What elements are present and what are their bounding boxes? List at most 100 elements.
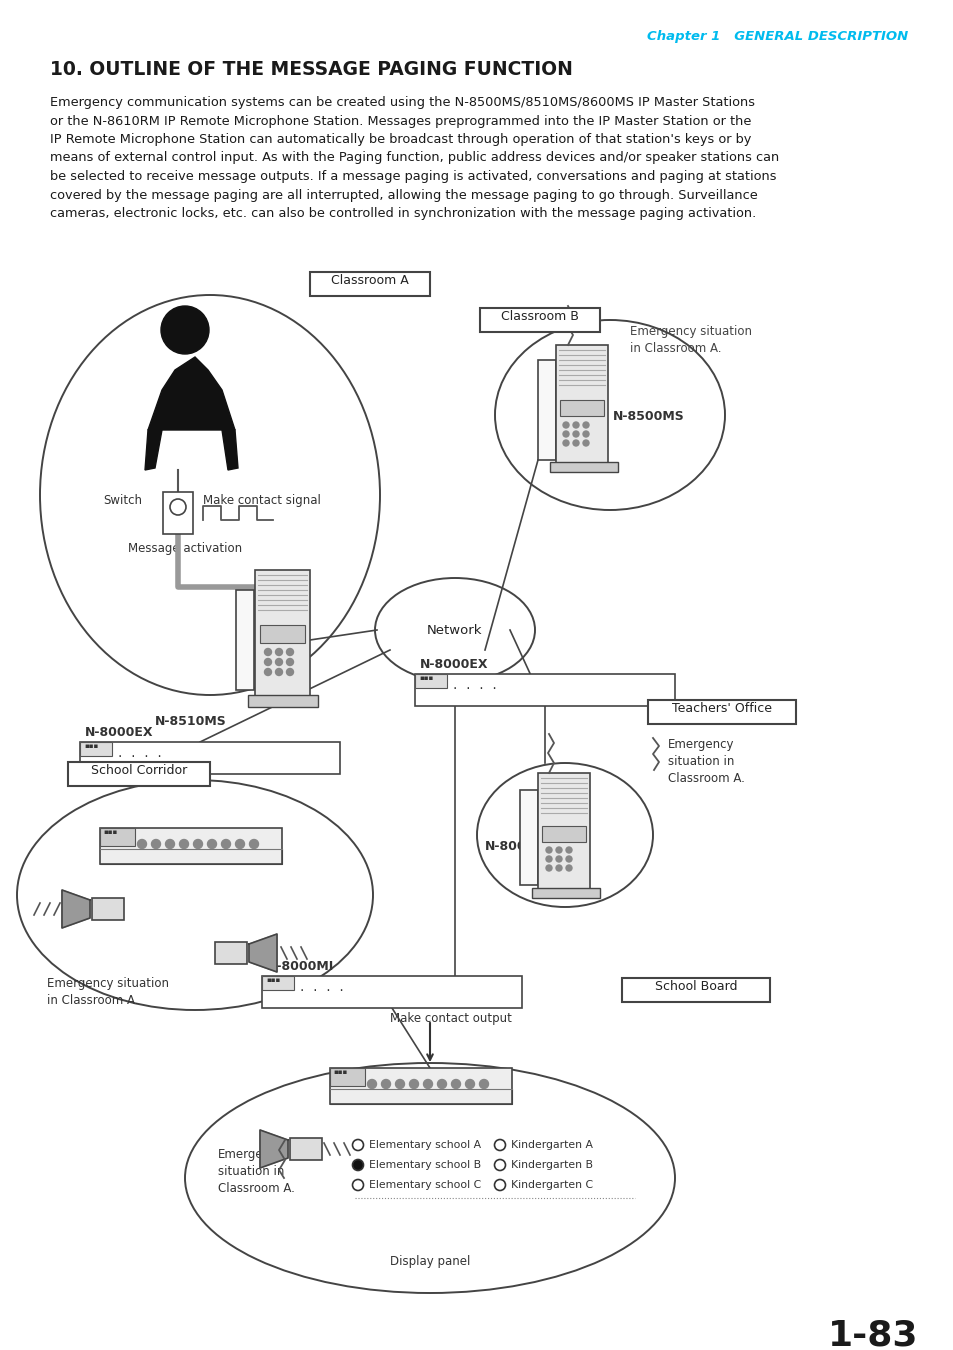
Text: Kindergarten B: Kindergarten B [511, 1160, 593, 1170]
Circle shape [423, 1080, 432, 1088]
Bar [100, 849, 282, 864]
Circle shape [275, 648, 282, 656]
Bar [262, 976, 294, 990]
Polygon shape [62, 890, 90, 927]
Text: Classroom B: Classroom B [500, 310, 578, 323]
Text: Switch: Switch [103, 494, 142, 508]
Circle shape [352, 1139, 363, 1150]
Circle shape [573, 423, 578, 428]
Polygon shape [260, 1130, 288, 1168]
Text: means of external control input. As with the Paging function, public address dev: means of external control input. As with… [50, 151, 779, 165]
Text: ▪▪▪: ▪▪▪ [418, 675, 433, 680]
Bar [80, 743, 339, 774]
Circle shape [437, 1080, 446, 1088]
Text: or the N-8610RM IP Remote Microphone Station. Messages preprogrammed into the IP: or the N-8610RM IP Remote Microphone Sta… [50, 115, 751, 127]
Circle shape [562, 440, 568, 446]
Text: Teachers' Office: Teachers' Office [671, 702, 771, 716]
Ellipse shape [375, 578, 535, 682]
Text: Classroom A.: Classroom A. [667, 772, 744, 784]
Circle shape [367, 1080, 376, 1088]
Bar [559, 400, 603, 416]
Text: Classroom A: Classroom A [331, 274, 409, 288]
Text: Message activation: Message activation [128, 541, 242, 555]
Bar [415, 674, 675, 706]
Circle shape [395, 1080, 404, 1088]
Circle shape [221, 840, 231, 849]
Bar [647, 701, 795, 724]
Circle shape [352, 1160, 363, 1170]
Circle shape [565, 856, 572, 863]
Text: N-8000MI: N-8000MI [267, 960, 334, 973]
Text: N-8000EX: N-8000EX [419, 657, 488, 671]
Circle shape [573, 440, 578, 446]
Circle shape [565, 846, 572, 853]
Text: Kindergarten C: Kindergarten C [511, 1180, 593, 1189]
Circle shape [582, 440, 588, 446]
Text: Display panel: Display panel [390, 1256, 470, 1268]
Ellipse shape [476, 763, 652, 907]
Bar [415, 674, 447, 688]
Circle shape [494, 1160, 505, 1170]
Circle shape [275, 668, 282, 675]
Text: 10. OUTLINE OF THE MESSAGE PAGING FUNCTION: 10. OUTLINE OF THE MESSAGE PAGING FUNCTI… [50, 59, 572, 80]
Circle shape [494, 1139, 505, 1150]
Bar [556, 346, 607, 464]
Bar [621, 977, 769, 1002]
Text: ▪▪▪: ▪▪▪ [266, 977, 280, 983]
Circle shape [165, 840, 174, 849]
Text: Elementary school B: Elementary school B [369, 1160, 480, 1170]
Circle shape [352, 1180, 363, 1191]
Text: School Corridor: School Corridor [91, 764, 187, 778]
Text: Emergency: Emergency [218, 1148, 284, 1161]
Bar [100, 828, 135, 846]
Bar [330, 1068, 512, 1104]
Text: ·  ·  ·  ·: · · · · [453, 682, 497, 697]
Text: Network: Network [427, 624, 482, 636]
Bar [550, 462, 618, 472]
Circle shape [235, 840, 244, 849]
Polygon shape [249, 934, 276, 972]
Ellipse shape [17, 780, 373, 1010]
Text: ·  ·  ·  ·: · · · · [299, 984, 343, 998]
Text: Emergency: Emergency [667, 738, 734, 751]
Circle shape [573, 431, 578, 437]
Ellipse shape [495, 320, 724, 510]
Text: IP Remote Microphone Station can automatically be broadcast through operation of: IP Remote Microphone Station can automat… [50, 134, 751, 146]
Bar [260, 625, 305, 643]
Text: ▪▪▪: ▪▪▪ [333, 1069, 347, 1075]
Circle shape [556, 856, 561, 863]
Circle shape [193, 840, 202, 849]
Text: ·  ·  ·  ·: · · · · [118, 751, 162, 764]
Bar [479, 308, 599, 332]
Text: School Board: School Board [654, 980, 737, 994]
Text: Chapter 1   GENERAL DESCRIPTION: Chapter 1 GENERAL DESCRIPTION [646, 30, 907, 43]
Circle shape [562, 423, 568, 428]
Text: 1-83: 1-83 [826, 1318, 917, 1350]
Text: ▪▪▪: ▪▪▪ [84, 743, 98, 749]
Text: Classroom A.: Classroom A. [218, 1183, 294, 1195]
Circle shape [170, 500, 186, 514]
Polygon shape [145, 431, 162, 470]
Circle shape [137, 840, 147, 849]
Circle shape [465, 1080, 474, 1088]
Bar [532, 888, 599, 898]
Bar [100, 828, 282, 864]
Ellipse shape [185, 1062, 675, 1293]
Circle shape [179, 840, 189, 849]
Bar [248, 695, 317, 707]
Circle shape [286, 659, 294, 666]
Bar [537, 774, 589, 891]
Text: ▪▪▪: ▪▪▪ [103, 829, 117, 836]
Bar [254, 570, 310, 701]
Circle shape [264, 668, 272, 675]
Circle shape [409, 1080, 418, 1088]
Circle shape [264, 648, 272, 656]
Circle shape [286, 648, 294, 656]
Circle shape [545, 846, 552, 853]
Text: N-8510MS: N-8510MS [154, 716, 227, 728]
Bar [91, 898, 124, 919]
Text: situation in: situation in [218, 1165, 284, 1179]
Circle shape [562, 431, 568, 437]
Circle shape [565, 865, 572, 871]
Circle shape [556, 865, 561, 871]
